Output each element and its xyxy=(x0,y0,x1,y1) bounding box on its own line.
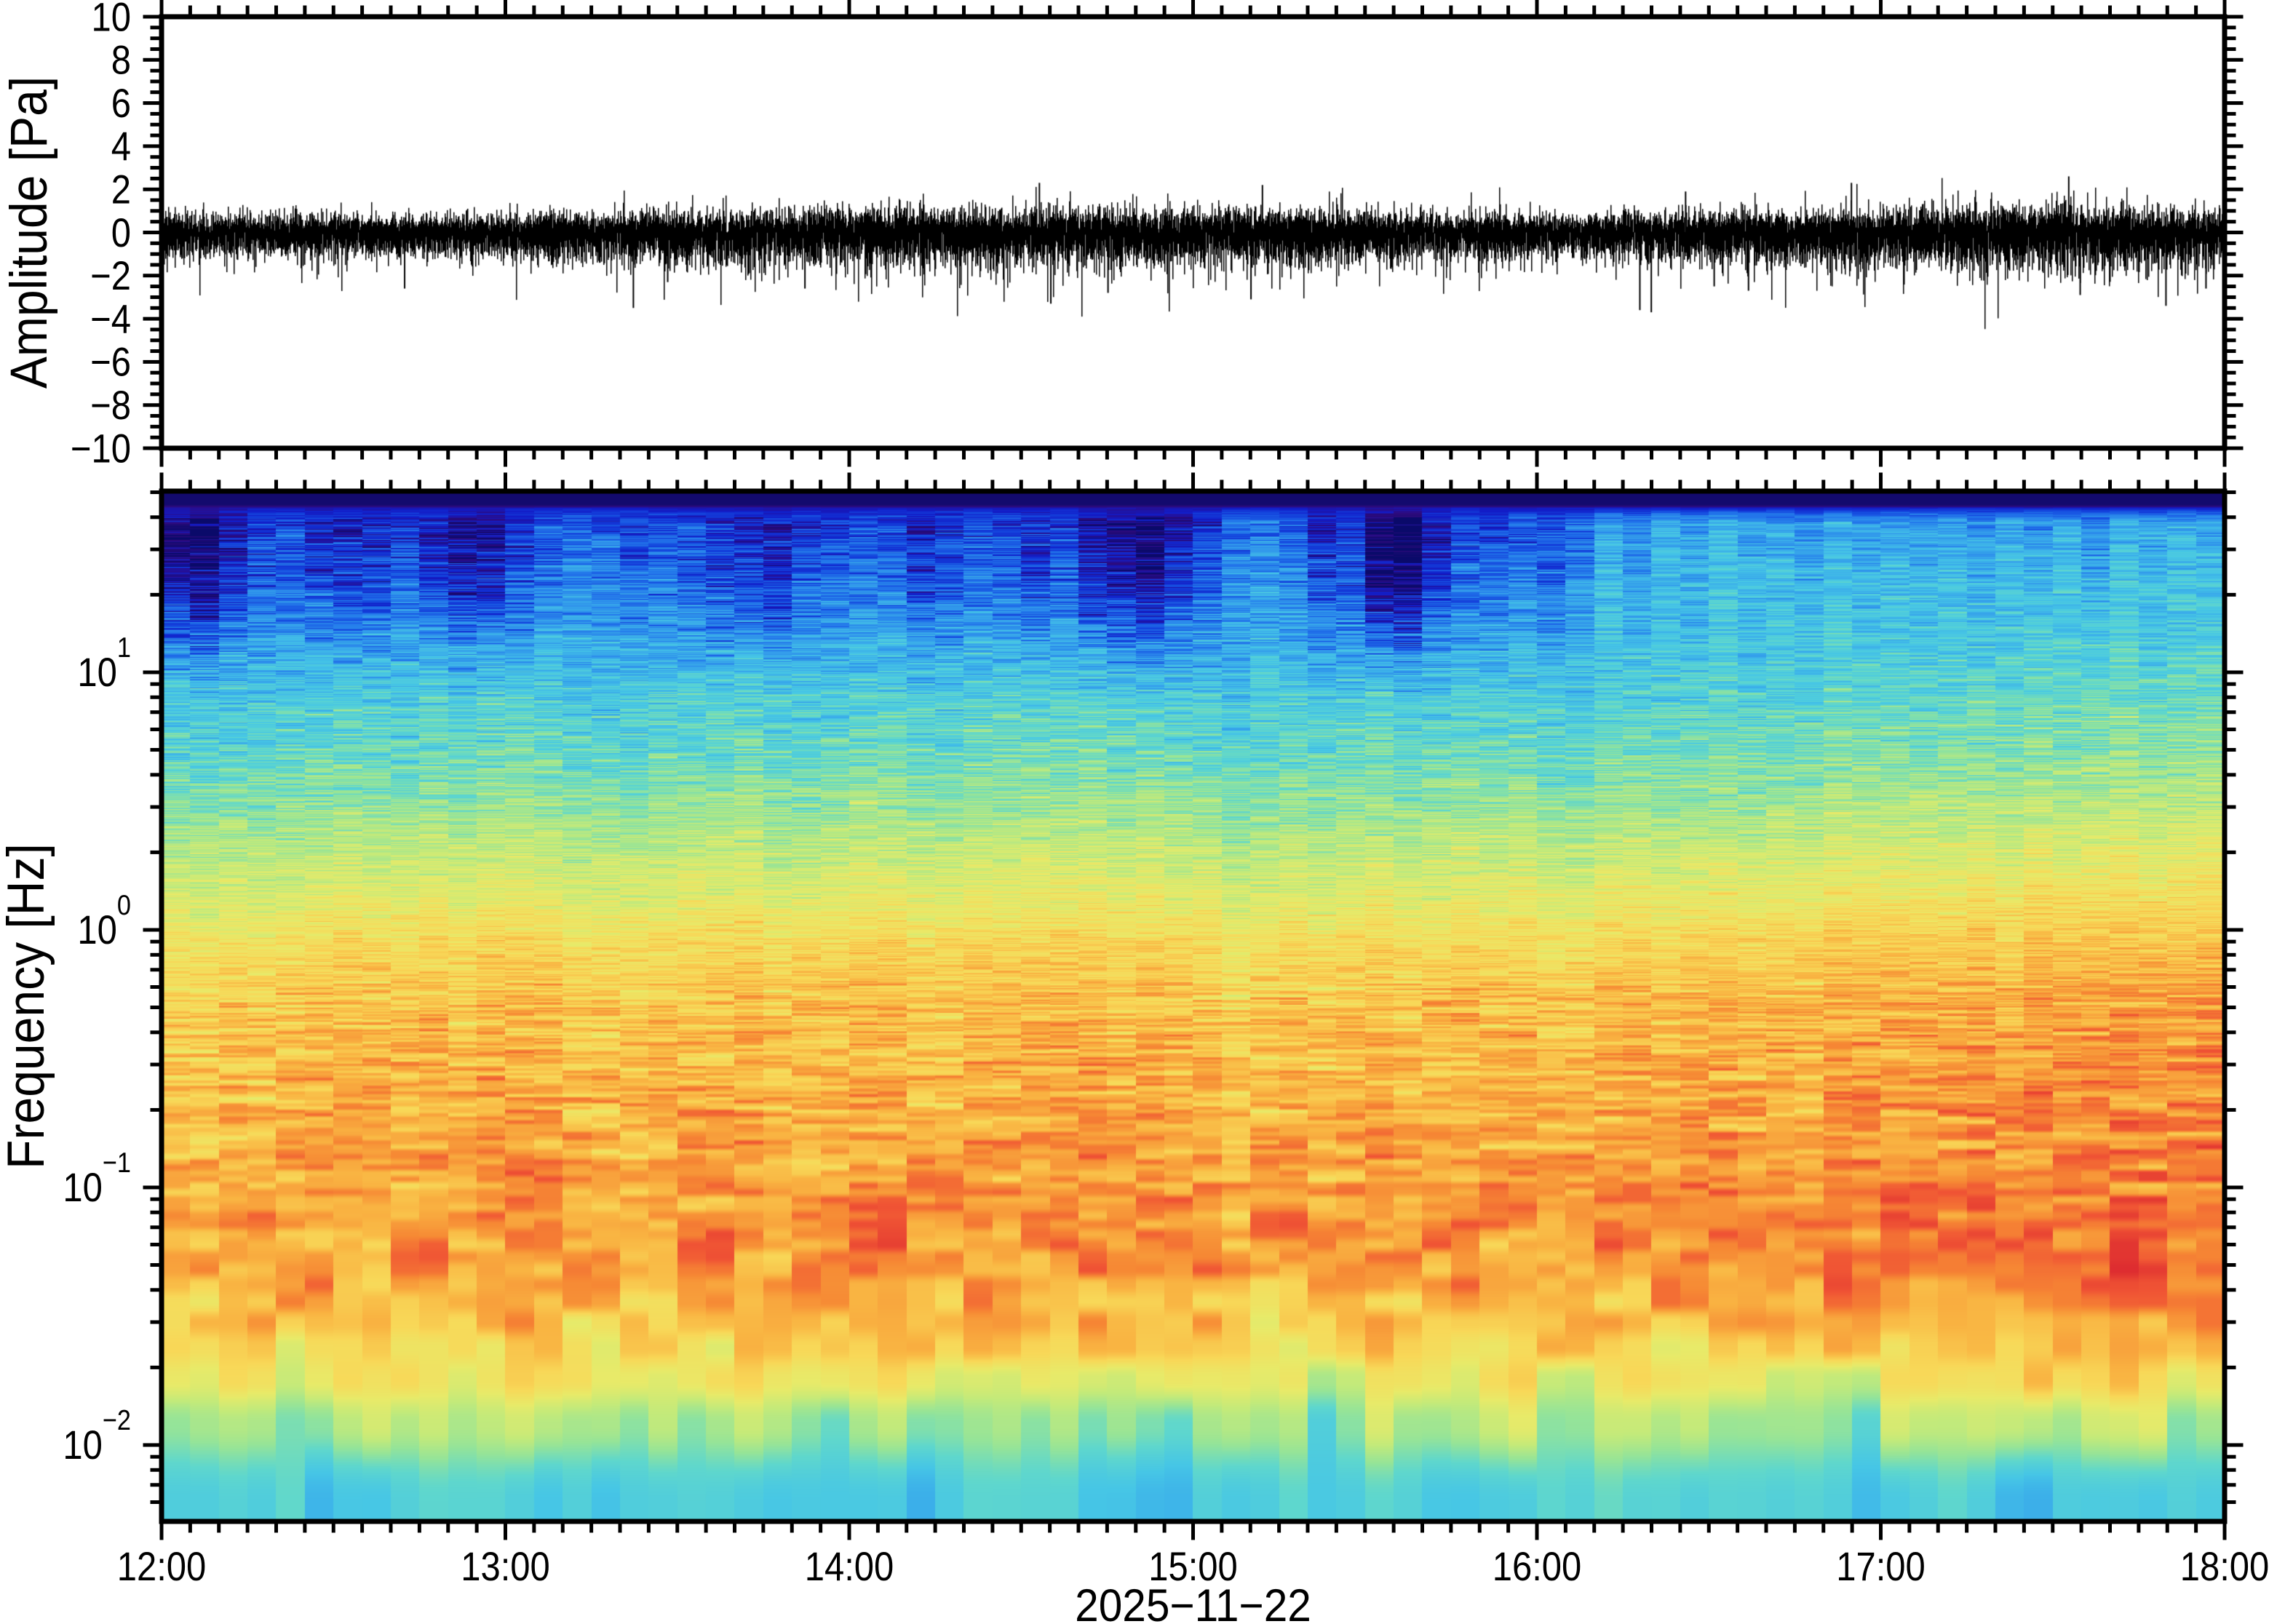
svg-text:−4: −4 xyxy=(90,296,131,342)
svg-text:17:00: 17:00 xyxy=(1836,1544,1926,1590)
svg-text:12:00: 12:00 xyxy=(117,1544,207,1590)
svg-text:10−2: 10−2 xyxy=(63,1404,131,1468)
svg-text:2: 2 xyxy=(111,167,131,212)
svg-text:10: 10 xyxy=(91,0,131,40)
svg-text:Amplitude [Pa]: Amplitude [Pa] xyxy=(0,76,58,389)
svg-text:−2: −2 xyxy=(90,253,131,299)
svg-text:−8: −8 xyxy=(90,383,131,429)
svg-text:2025−11−22: 2025−11−22 xyxy=(1075,1580,1311,1624)
svg-text:100: 100 xyxy=(77,889,131,953)
svg-text:13:00: 13:00 xyxy=(461,1544,550,1590)
svg-text:4: 4 xyxy=(111,124,131,170)
svg-text:6: 6 xyxy=(111,81,131,127)
svg-text:15:00: 15:00 xyxy=(1148,1544,1238,1590)
svg-text:14:00: 14:00 xyxy=(805,1544,894,1590)
svg-text:Frequency [Hz]: Frequency [Hz] xyxy=(0,843,55,1169)
svg-text:−6: −6 xyxy=(90,340,131,386)
svg-text:0: 0 xyxy=(111,210,131,256)
svg-text:16:00: 16:00 xyxy=(1493,1544,1582,1590)
svg-text:8: 8 xyxy=(111,38,131,84)
svg-text:−10: −10 xyxy=(71,426,131,471)
svg-text:101: 101 xyxy=(77,632,131,696)
svg-text:10−1: 10−1 xyxy=(63,1147,131,1211)
svg-text:18:00: 18:00 xyxy=(2180,1544,2269,1590)
